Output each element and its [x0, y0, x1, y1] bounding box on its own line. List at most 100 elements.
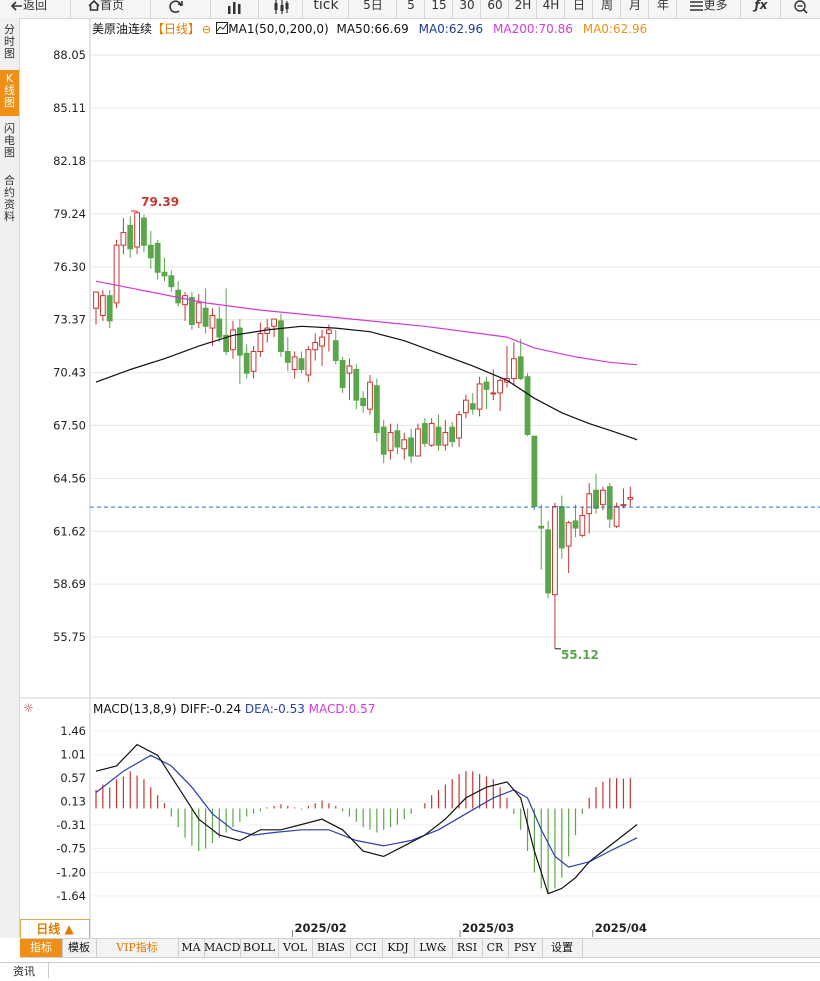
candle-body — [257, 332, 264, 352]
macd-tick-label: 0.57 — [60, 771, 86, 785]
tab-flash[interactable]: 闪电图 — [0, 119, 19, 169]
candle-body — [93, 291, 99, 309]
zoom-out-button[interactable] — [780, 0, 820, 18]
candle-body — [353, 369, 360, 401]
hour4-button[interactable]: 4H — [536, 0, 565, 18]
price-tick-label: 88.05 — [53, 48, 86, 62]
ma50-line — [95, 325, 638, 441]
tab-settings[interactable]: 设置 — [542, 939, 583, 957]
candle-body — [449, 426, 456, 443]
ma200-value: MA200:70.86 — [493, 22, 573, 36]
price-tick-label: 82.18 — [53, 154, 86, 168]
tab-intraday[interactable]: 分时图 — [0, 20, 19, 68]
tab-macd[interactable]: MACD — [204, 939, 241, 957]
footer-tab-news[interactable]: 资讯 — [0, 963, 49, 978]
candle-body — [216, 318, 223, 338]
bar-chart-button[interactable] — [210, 0, 259, 18]
price-tick-label: 70.43 — [53, 366, 86, 380]
expand-icon[interactable]: ⊖ — [202, 23, 212, 36]
min60-button[interactable]: 60 — [480, 0, 509, 18]
tab-vip-indicator[interactable]: VIP指标 — [96, 939, 179, 957]
candle-body — [243, 352, 250, 374]
tab-kdj[interactable]: KDJ — [382, 939, 415, 957]
home-button[interactable]: 首页 — [70, 0, 141, 18]
diff-value: DIFF:-0.24 — [180, 702, 242, 716]
ma-setting-icon[interactable] — [216, 22, 229, 34]
candle-body — [463, 399, 469, 414]
x-tick-label: 2025/02 — [295, 921, 347, 935]
candle-body — [627, 496, 634, 500]
footer-bar: 资讯 — [0, 962, 820, 978]
candle-body — [415, 428, 421, 457]
candle-body — [606, 486, 613, 520]
candle-body — [565, 522, 572, 547]
function-button[interactable]: ƒx — [740, 0, 781, 18]
side-tab-bar: 分时图 K线图 闪电图 合约资料 — [0, 18, 20, 938]
candlestick-icon — [274, 0, 289, 14]
tab-kline[interactable]: K线图 — [0, 70, 19, 116]
price-tick-label: 76.30 — [53, 260, 86, 274]
back-button[interactable]: 返回 — [0, 0, 58, 18]
candle-body — [134, 212, 140, 248]
candle-body — [223, 334, 230, 353]
week-button[interactable]: 周 — [592, 0, 621, 18]
tab-contract-info[interactable]: 合约资料 — [0, 171, 19, 235]
candle-body — [182, 295, 188, 306]
price-tick-label: 55.75 — [53, 630, 86, 644]
candle-body — [106, 295, 113, 322]
candle-body — [202, 307, 209, 327]
period-selector[interactable]: 日线 ▲ — [20, 919, 90, 939]
candle-body — [558, 505, 565, 549]
ma200-line — [95, 280, 638, 366]
period-badge: 【日线】 — [152, 22, 201, 36]
back-label: 返回 — [22, 0, 47, 12]
candle-body — [476, 383, 483, 410]
candle-body — [339, 360, 346, 389]
candle-body — [346, 365, 353, 374]
candle-body — [99, 295, 106, 316]
tab-template[interactable]: 模板 — [62, 939, 97, 957]
sun-settings-icon[interactable]: ☼ — [23, 701, 34, 715]
macd-header: MACD(13,8,9) DIFF:-0.24 DEA:-0.53 MACD:0… — [93, 702, 375, 716]
tick-button[interactable]: tick — [302, 0, 349, 18]
candle-body — [456, 414, 462, 439]
tab-lw[interactable]: LW& — [414, 939, 453, 957]
more-button[interactable]: 更多 — [676, 0, 741, 18]
candle-body — [189, 296, 195, 325]
macd-params: MACD(13,8,9) — [93, 702, 177, 716]
tab-bias[interactable]: BIAS — [312, 939, 351, 957]
min30-button[interactable]: 30 — [452, 0, 481, 18]
macd-tick-label: -1.20 — [56, 865, 86, 879]
candle-body — [367, 381, 373, 410]
five-day-button[interactable]: 5日 — [348, 0, 397, 18]
hour2-button[interactable]: 2H — [508, 0, 537, 18]
tab-ma[interactable]: MA — [178, 939, 205, 957]
tab-psy[interactable]: PSY — [508, 939, 543, 957]
tab-cr[interactable]: CR — [482, 939, 509, 957]
min5-button[interactable]: 5 — [396, 0, 425, 18]
refresh-button[interactable] — [150, 0, 201, 18]
candle-body — [373, 385, 380, 434]
day-button[interactable]: 日 — [564, 0, 593, 18]
candle-body — [154, 242, 161, 273]
min15-button[interactable]: 15 — [424, 0, 453, 18]
month-button[interactable]: 月 — [620, 0, 649, 18]
ma0b-value: MA0:62.96 — [582, 22, 648, 36]
candle-body — [531, 435, 538, 507]
candle-body — [490, 392, 497, 395]
candle-body — [552, 505, 558, 596]
tab-indicator[interactable]: 指标 — [20, 939, 63, 957]
tab-intraday-label: 分时图 — [4, 23, 15, 60]
tab-rsi[interactable]: RSI — [452, 939, 483, 957]
tab-boll[interactable]: BOLL — [240, 939, 279, 957]
tab-cci[interactable]: CCI — [350, 939, 383, 957]
candlestick-button[interactable] — [258, 0, 303, 18]
home-icon — [88, 0, 100, 11]
zoom-out-icon — [794, 0, 808, 14]
tab-vol[interactable]: VOL — [278, 939, 313, 957]
year-button[interactable]: 年 — [648, 0, 677, 18]
candle-body — [442, 432, 449, 446]
candle-body — [545, 529, 552, 594]
candle-body — [538, 525, 545, 529]
